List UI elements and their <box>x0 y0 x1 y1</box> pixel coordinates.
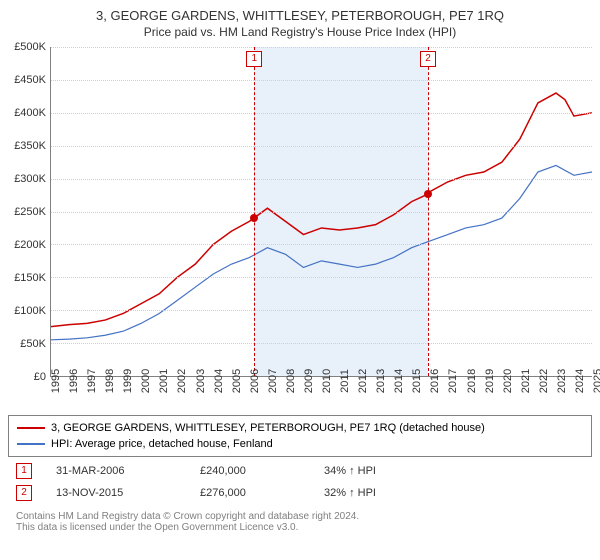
chart-container: £0 £50K £100K £150K £200K £250K £300K £350K £400… <box>8 47 592 407</box>
x-tick-label: 2023 <box>556 369 568 393</box>
grid-line <box>51 179 592 180</box>
x-tick-label: 2012 <box>357 369 369 393</box>
x-tick-label: 1995 <box>50 369 62 393</box>
y-tick-label: £450K <box>14 74 46 86</box>
y-tick-label: £500K <box>14 41 46 53</box>
chart-title: 3, GEORGE GARDENS, WHITTLESEY, PETERBORO… <box>8 8 592 23</box>
grid-line <box>51 310 592 311</box>
grid-line <box>51 244 592 245</box>
event-badge: 2 <box>16 485 32 501</box>
legend-label: HPI: Average price, detached house, Fenl… <box>51 438 273 450</box>
x-tick-label: 2000 <box>140 369 152 393</box>
y-tick-label: £200K <box>14 239 46 251</box>
y-tick-label: £0 <box>34 371 46 383</box>
y-tick-label: £400K <box>14 107 46 119</box>
legend-row: 3, GEORGE GARDENS, WHITTLESEY, PETERBORO… <box>17 420 583 436</box>
x-tick-label: 2014 <box>393 369 405 393</box>
x-tick-label: 2025 <box>592 369 600 393</box>
y-axis: £0£50K£100K£150K£200K£250K£300K£350K£400… <box>8 47 50 377</box>
x-tick-label: 2022 <box>538 369 550 393</box>
x-tick-label: 1997 <box>86 369 98 393</box>
legend-box: 3, GEORGE GARDENS, WHITTLESEY, PETERBORO… <box>8 415 592 457</box>
x-tick-label: 2006 <box>249 369 261 393</box>
event-hpi: 34% ↑ HPI <box>324 465 424 477</box>
marker-dot <box>424 190 432 198</box>
x-tick-label: 2015 <box>411 369 423 393</box>
x-tick-label: 2007 <box>267 369 279 393</box>
footer-line-1: Contains HM Land Registry data © Crown c… <box>16 511 592 522</box>
x-axis: 1995199619971998199920002001200220032004… <box>50 377 592 407</box>
event-hpi: 32% ↑ HPI <box>324 487 424 499</box>
y-tick-label: £100K <box>14 305 46 317</box>
x-tick-label: 1998 <box>104 369 116 393</box>
marker-label: 1 <box>246 51 262 67</box>
plot-area: 12 <box>50 47 592 377</box>
x-tick-label: 2008 <box>285 369 297 393</box>
y-tick-label: £150K <box>14 272 46 284</box>
x-tick-label: 2020 <box>502 369 514 393</box>
grid-line <box>51 47 592 48</box>
x-tick-label: 2004 <box>213 369 225 393</box>
x-tick-label: 2009 <box>303 369 315 393</box>
legend-swatch <box>17 427 45 429</box>
y-tick-label: £50K <box>20 338 46 350</box>
series-subject <box>51 93 592 327</box>
x-tick-label: 1999 <box>122 369 134 393</box>
chart-subtitle: Price paid vs. HM Land Registry's House … <box>8 25 592 39</box>
legend-label: 3, GEORGE GARDENS, WHITTLESEY, PETERBORO… <box>51 422 485 434</box>
x-tick-label: 2010 <box>321 369 333 393</box>
x-tick-label: 2021 <box>520 369 532 393</box>
marker-label: 2 <box>420 51 436 67</box>
x-tick-label: 2019 <box>484 369 496 393</box>
x-tick-label: 2016 <box>429 369 441 393</box>
footer-line-2: This data is licensed under the Open Gov… <box>16 522 592 533</box>
grid-line <box>51 80 592 81</box>
grid-line <box>51 113 592 114</box>
x-tick-label: 2003 <box>195 369 207 393</box>
event-badge: 1 <box>16 463 32 479</box>
event-date: 31-MAR-2006 <box>56 465 176 477</box>
footer-text: Contains HM Land Registry data © Crown c… <box>8 511 592 533</box>
marker-dot <box>250 214 258 222</box>
x-tick-label: 2013 <box>375 369 387 393</box>
grid-line <box>51 146 592 147</box>
grid-line <box>51 212 592 213</box>
marker-line <box>428 47 429 376</box>
x-tick-label: 2001 <box>158 369 170 393</box>
series-hpi <box>51 165 592 339</box>
event-row: 2 13-NOV-2015 £276,000 32% ↑ HPI <box>8 485 592 501</box>
events-list: 1 31-MAR-2006 £240,000 34% ↑ HPI 2 13-NOV-201… <box>8 463 592 501</box>
grid-line <box>51 277 592 278</box>
legend-swatch <box>17 443 45 445</box>
y-tick-label: £300K <box>14 173 46 185</box>
grid-line <box>51 343 592 344</box>
event-price: £240,000 <box>200 465 300 477</box>
event-row: 1 31-MAR-2006 £240,000 34% ↑ HPI <box>8 463 592 479</box>
event-date: 13-NOV-2015 <box>56 487 176 499</box>
x-tick-label: 2024 <box>574 369 586 393</box>
x-tick-label: 2011 <box>339 369 351 393</box>
event-price: £276,000 <box>200 487 300 499</box>
x-tick-label: 2017 <box>447 369 459 393</box>
x-tick-label: 2005 <box>231 369 243 393</box>
x-tick-label: 2002 <box>176 369 188 393</box>
marker-line <box>254 47 255 376</box>
legend-row: HPI: Average price, detached house, Fenl… <box>17 436 583 452</box>
x-tick-label: 2018 <box>466 369 478 393</box>
y-tick-label: £350K <box>14 140 46 152</box>
y-tick-label: £250K <box>14 206 46 218</box>
x-tick-label: 1996 <box>68 369 80 393</box>
